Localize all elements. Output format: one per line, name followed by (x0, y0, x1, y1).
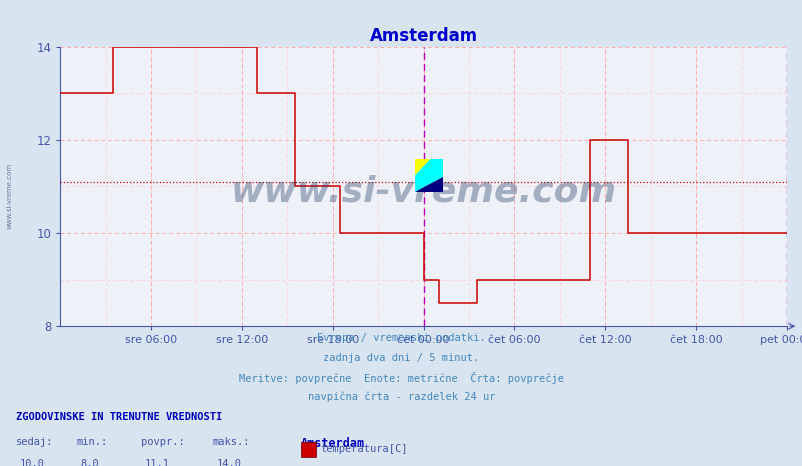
Text: ZGODOVINSKE IN TRENUTNE VREDNOSTI: ZGODOVINSKE IN TRENUTNE VREDNOSTI (16, 412, 222, 422)
Text: maks.:: maks.: (213, 437, 250, 446)
Text: zadnja dva dni / 5 minut.: zadnja dva dni / 5 minut. (323, 353, 479, 363)
Text: navpična črta - razdelek 24 ur: navpična črta - razdelek 24 ur (307, 392, 495, 403)
Text: Meritve: povprečne  Enote: metrične  Črta: povprečje: Meritve: povprečne Enote: metrične Črta:… (239, 372, 563, 384)
Polygon shape (415, 159, 443, 192)
Polygon shape (415, 159, 430, 175)
Text: 8,0: 8,0 (80, 459, 99, 466)
Text: min.:: min.: (76, 437, 107, 446)
Text: www.si-vreme.com: www.si-vreme.com (230, 175, 616, 209)
Text: www.si-vreme.com: www.si-vreme.com (6, 163, 13, 229)
Text: povpr.:: povpr.: (140, 437, 184, 446)
Text: 11,1: 11,1 (144, 459, 169, 466)
Text: Evropa / vremenski podatki.: Evropa / vremenski podatki. (317, 333, 485, 343)
Text: 14,0: 14,0 (217, 459, 241, 466)
Text: 10,0: 10,0 (20, 459, 45, 466)
Text: sedaj:: sedaj: (16, 437, 54, 446)
Polygon shape (415, 177, 443, 192)
Text: Amsterdam: Amsterdam (301, 437, 365, 450)
Title: Amsterdam: Amsterdam (369, 27, 477, 45)
Text: temperatura[C]: temperatura[C] (320, 444, 407, 454)
